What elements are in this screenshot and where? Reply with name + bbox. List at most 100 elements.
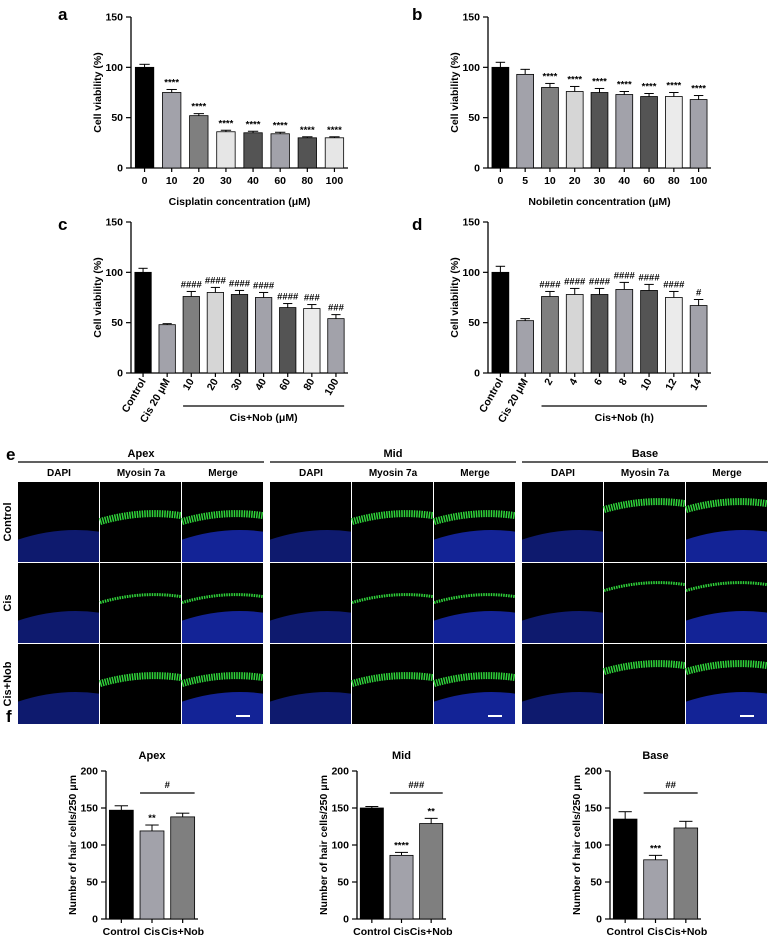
x-tick-label: 2	[542, 376, 555, 387]
significance-mark: ****	[666, 81, 681, 92]
panel-label-d: d	[412, 215, 422, 234]
hair-cell-row	[181, 672, 264, 687]
micrograph-base-cis-myosin-7a	[603, 563, 686, 643]
micrograph-apex-cis-merge	[181, 563, 264, 643]
panel-label-b: b	[412, 5, 422, 24]
y-tick-label: 0	[474, 163, 480, 175]
y-tick-label: 150	[584, 803, 602, 815]
x-tick-label: 0	[497, 175, 503, 187]
bar-f1-2	[170, 816, 196, 920]
chart-b: 0 50 100 150 Cell viability (%) 0 5 10 **** 20 ***…	[449, 12, 711, 208]
hair-cell-row	[99, 593, 182, 605]
micrograph-mid-cis-nob-myosin-7a	[351, 644, 434, 724]
significance-mark: ####	[205, 275, 227, 286]
micrograph-mid-cis-merge	[433, 563, 516, 643]
bar-f2-1	[389, 854, 414, 920]
bar-c-1	[158, 324, 176, 374]
x-tick-label: Control	[103, 926, 140, 938]
micrograph-base-cis-nob-myosin-7a	[603, 644, 686, 724]
significance-mark: ****	[219, 118, 234, 129]
x-tick-label: 100	[326, 175, 344, 187]
micrograph-apex-control-myosin-7a	[99, 482, 182, 562]
bar-b-7	[665, 96, 683, 169]
x-tick-label: 20	[193, 175, 205, 187]
significance-mark: ####	[539, 279, 561, 290]
significance-mark: ###	[328, 303, 345, 314]
y-axis-label: Number of hair cells/250 μm	[571, 775, 583, 915]
micrograph-base-cis-nob-merge	[685, 644, 768, 724]
image-background	[604, 482, 685, 562]
comparison-significance: #	[165, 780, 171, 791]
micrograph-mid-control-dapi	[270, 482, 351, 562]
channel-label: Merge	[208, 468, 238, 479]
nuclei-band	[18, 691, 99, 724]
nuclei-band	[522, 610, 603, 643]
hair-cell-row	[181, 510, 264, 525]
chart-title: Mid	[392, 750, 411, 762]
bar-b-5	[615, 94, 634, 169]
y-tick-label: 50	[337, 877, 349, 889]
chart-title: Apex	[139, 750, 167, 762]
x-tick-label: 100	[322, 376, 341, 397]
channel-label: Myosin 7a	[621, 468, 670, 479]
hair-cell-row	[603, 660, 686, 675]
nuclei-band	[270, 610, 351, 643]
image-background	[352, 644, 433, 724]
micrograph-apex-cis-dapi	[18, 563, 99, 643]
micrograph-mid-cis-myosin-7a	[351, 563, 434, 643]
y-tick-label: 200	[80, 766, 98, 778]
x-tick-label: 40	[253, 376, 269, 392]
y-tick-label: 200	[331, 766, 349, 778]
micrograph-base-control-merge	[685, 482, 768, 562]
bar-a-4	[243, 132, 263, 169]
bar-c-3	[206, 292, 224, 374]
bar-b-4	[590, 92, 609, 169]
significance-mark: **	[427, 806, 435, 817]
hair-cell-row	[351, 510, 434, 525]
x-tick-label: 10	[181, 376, 197, 392]
bar-f3-2	[673, 827, 699, 920]
hair-cell-row	[181, 593, 264, 605]
x-tick-label: 80	[301, 376, 317, 392]
hair-cell-row	[433, 672, 516, 687]
y-tick-label: 50	[468, 112, 480, 124]
micrograph-mid-cis-dapi	[270, 563, 351, 643]
micrograph-mid-control-merge	[433, 482, 516, 562]
x-tick-label: 80	[668, 175, 680, 187]
bar-f3-1	[643, 859, 668, 920]
y-axis-label: Number of hair cells/250 μm	[67, 775, 79, 915]
hair-cell-row	[685, 498, 768, 513]
x-tick-label: Cis+Nob	[410, 926, 453, 938]
hair-cell-row	[433, 510, 516, 525]
bar-b-8	[689, 99, 708, 169]
micrograph-mid-cis-nob-merge	[433, 644, 516, 724]
micrograph-region-mid: Mid DAPI Myosin 7a Merge	[270, 448, 516, 724]
micrograph-base-cis-dapi	[522, 563, 603, 643]
image-background	[100, 644, 181, 724]
x-tick-label: 40	[618, 175, 630, 187]
bar-c-0	[134, 271, 152, 374]
bar-a-1	[162, 92, 182, 169]
nuclei-band	[686, 610, 767, 643]
x-tick-label: Cis+Nob	[161, 926, 204, 938]
comparison-significance: ###	[408, 780, 425, 791]
hair-cell-row	[351, 593, 434, 605]
y-axis-label: Cell viability (%)	[92, 257, 104, 338]
hair-cell-row	[603, 498, 686, 513]
region-title: Apex	[128, 448, 156, 460]
row-label: Cis+Nob	[2, 661, 14, 706]
hair-cell-row	[603, 581, 686, 593]
bar-f1-0	[108, 809, 134, 920]
significance-mark: ####	[638, 272, 660, 283]
significance-mark: ####	[663, 279, 685, 290]
y-axis-label: Number of hair cells/250 μm	[318, 775, 330, 915]
x-tick-label: 0	[142, 175, 148, 187]
y-tick-label: 100	[105, 267, 123, 279]
significance-mark: ####	[229, 278, 251, 289]
nuclei-band	[522, 691, 603, 724]
micrograph-apex-cis-myosin-7a	[99, 563, 182, 643]
x-tick-label: Cis	[647, 926, 664, 938]
